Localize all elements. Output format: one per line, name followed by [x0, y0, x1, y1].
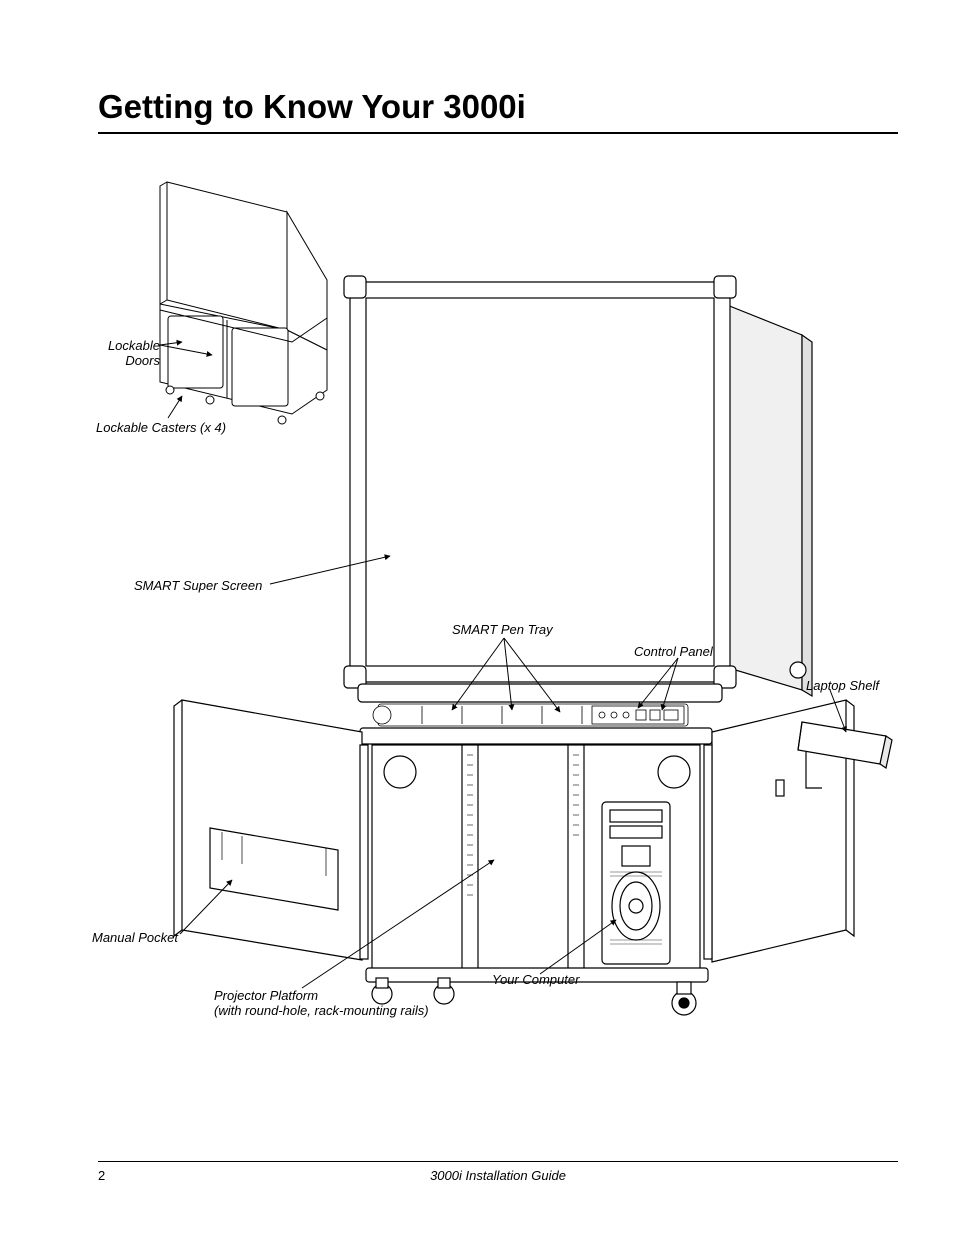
label-projector-platform-sub: (with round-hole, rack-mounting rails) [214, 1003, 429, 1018]
page: Getting to Know Your 3000i [0, 0, 954, 1235]
page-footer: 2 3000i Installation Guide [98, 1161, 898, 1183]
label-lockable-doors: Lockable Doors [82, 338, 160, 368]
label-smart-super-screen: SMART Super Screen [134, 578, 262, 593]
label-control-panel: Control Panel [634, 644, 713, 659]
product-diagram: Lockable Doors Lockable Casters (x 4) SM… [82, 160, 912, 1030]
diagram-svg [82, 160, 912, 1030]
label-projector-platform: Projector Platform [214, 988, 318, 1003]
label-manual-pocket: Manual Pocket [92, 930, 178, 945]
title-underline [98, 132, 898, 134]
footer-doc-title: 3000i Installation Guide [138, 1168, 858, 1183]
label-your-computer: Your Computer [492, 972, 579, 987]
page-number: 2 [98, 1168, 138, 1183]
label-laptop-shelf: Laptop Shelf [806, 678, 879, 693]
label-lockable-casters: Lockable Casters (x 4) [96, 420, 226, 435]
page-title: Getting to Know Your 3000i [98, 88, 526, 126]
rear-view [160, 182, 327, 424]
label-smart-pen-tray: SMART Pen Tray [452, 622, 553, 637]
